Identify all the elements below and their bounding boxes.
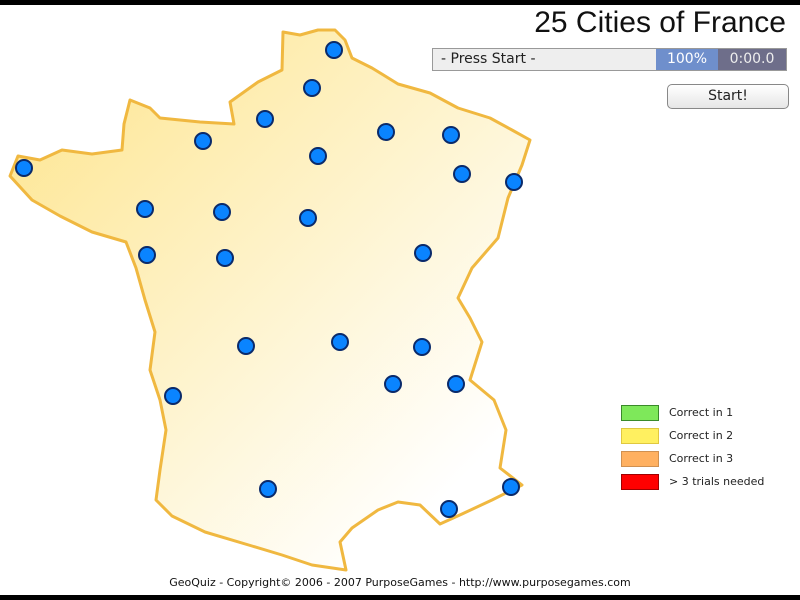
city-marker[interactable]: [213, 203, 231, 221]
france-outline: [8, 28, 532, 572]
legend-label: Correct in 3: [669, 452, 734, 465]
city-marker[interactable]: [216, 249, 234, 267]
legend-item: Correct in 1: [621, 401, 764, 424]
legend-label: > 3 trials needed: [669, 475, 765, 488]
bottom-border: [0, 595, 800, 600]
status-message: - Press Start -: [433, 49, 656, 70]
top-border: [0, 0, 800, 5]
legend-swatch: [621, 450, 659, 467]
legend-swatch: [621, 404, 659, 421]
city-marker[interactable]: [331, 333, 349, 351]
legend-item: Correct in 3: [621, 447, 764, 470]
legend-swatch: [621, 427, 659, 444]
city-marker[interactable]: [442, 126, 460, 144]
city-marker[interactable]: [453, 165, 471, 183]
city-marker[interactable]: [259, 480, 277, 498]
legend-swatch: [621, 473, 659, 490]
city-marker[interactable]: [440, 500, 458, 518]
start-button[interactable]: Start!: [667, 84, 789, 109]
city-marker[interactable]: [325, 41, 343, 59]
city-marker[interactable]: [15, 159, 33, 177]
city-marker[interactable]: [414, 244, 432, 262]
city-marker[interactable]: [299, 209, 317, 227]
city-marker[interactable]: [256, 110, 274, 128]
legend-item: > 3 trials needed: [621, 470, 764, 493]
city-marker[interactable]: [377, 123, 395, 141]
status-bar: - Press Start - 100% 0:00.0: [432, 48, 787, 71]
timer: 0:00.0: [718, 49, 786, 70]
city-marker[interactable]: [303, 79, 321, 97]
city-marker[interactable]: [194, 132, 212, 150]
legend-label: Correct in 1: [669, 406, 734, 419]
city-marker[interactable]: [447, 375, 465, 393]
city-marker[interactable]: [237, 337, 255, 355]
legend-item: Correct in 2: [621, 424, 764, 447]
city-marker[interactable]: [502, 478, 520, 496]
footer-copyright: GeoQuiz - Copyright© 2006 - 2007 Purpose…: [169, 576, 631, 589]
quiz-title: 25 Cities of France: [534, 6, 786, 39]
city-marker[interactable]: [138, 246, 156, 264]
city-marker[interactable]: [164, 387, 182, 405]
city-marker[interactable]: [413, 338, 431, 356]
legend: Correct in 1 Correct in 2 Correct in 3 >…: [621, 401, 764, 493]
city-marker[interactable]: [384, 375, 402, 393]
city-marker[interactable]: [309, 147, 327, 165]
progress-percent: 100%: [656, 49, 718, 70]
city-marker[interactable]: [136, 200, 154, 218]
city-marker[interactable]: [505, 173, 523, 191]
legend-label: Correct in 2: [669, 429, 734, 442]
